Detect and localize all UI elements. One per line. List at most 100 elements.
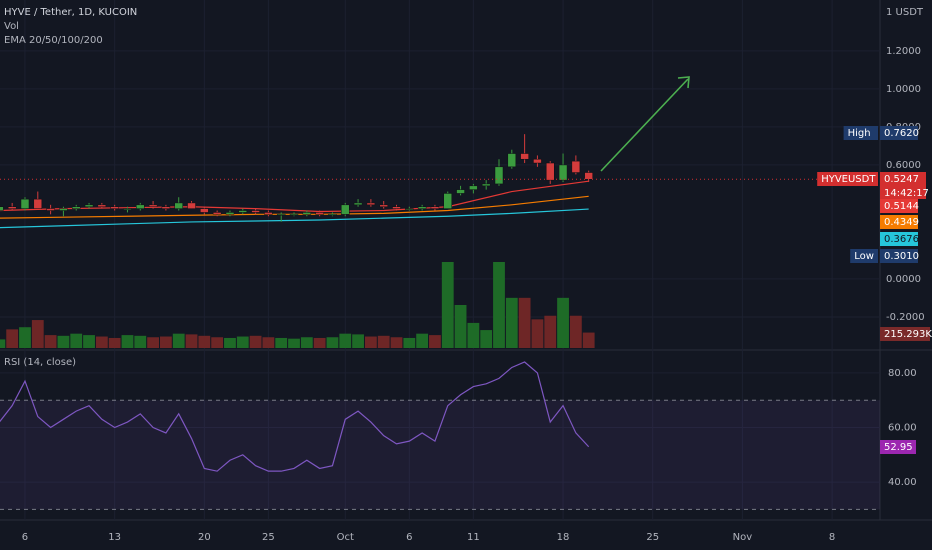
y-tick-label: 40.00: [888, 477, 917, 488]
candle-body: [417, 206, 427, 209]
marker-name: HYVEUSDT: [821, 174, 876, 185]
volume-bar: [224, 337, 236, 348]
volume-bar: [185, 334, 198, 348]
candle-body: [571, 160, 581, 173]
volume-bar: [454, 305, 467, 348]
candle-body: [33, 198, 43, 209]
rsi-label-box: [880, 440, 916, 454]
marker-name-box: [850, 249, 878, 263]
volume-bar: [0, 339, 6, 348]
x-tick-label: 25: [262, 532, 275, 543]
volume-bar: [429, 335, 441, 348]
marker-name-box: [843, 126, 878, 140]
volume-bar: [70, 333, 83, 348]
rsi-band: [0, 400, 880, 510]
candle-body: [353, 202, 363, 206]
candle-body: [7, 206, 17, 209]
volume-bar: [211, 337, 224, 348]
volume-bar: [313, 337, 326, 348]
volume-bar: [275, 337, 288, 348]
candle-body: [148, 204, 158, 207]
y-tick-label: 80.00: [888, 368, 917, 379]
volume-bar: [339, 333, 352, 348]
volume-bar: [493, 262, 505, 348]
x-tick-label: 6: [406, 532, 412, 543]
candle-body: [366, 202, 376, 206]
ema-last-label: 0.3676: [884, 234, 919, 245]
x-tick-label: 8: [829, 532, 835, 543]
volume-bar: [377, 335, 390, 348]
candle-body: [328, 214, 337, 216]
candle-body: [302, 212, 312, 215]
candle-body: [315, 212, 324, 215]
volume-bar: [108, 337, 121, 348]
volume-bar: [44, 335, 57, 348]
candle-body: [545, 162, 555, 181]
volume-bar: [416, 333, 429, 348]
candle-body: [469, 185, 478, 190]
y-tick-label: 0.6000: [886, 160, 921, 171]
candle-body: [251, 210, 260, 213]
volume-bar: [95, 336, 108, 348]
volume-bar: [300, 337, 313, 348]
ema-line: [0, 180, 589, 213]
candle-body: [225, 212, 235, 215]
indicator-label: EMA 20/50/100/200: [4, 35, 103, 46]
marker-name: Low: [854, 251, 874, 262]
rsi-title: RSI (14, close): [4, 357, 76, 368]
volume-bar: [6, 329, 19, 348]
volume-bar: [134, 335, 147, 348]
price-label-box: [880, 172, 926, 199]
volume-bar: [467, 322, 480, 348]
countdown: 14:42:17: [884, 188, 929, 199]
volume-bar: [172, 333, 185, 348]
candle-body: [289, 214, 299, 216]
candle-body: [71, 206, 81, 209]
y-tick-label: 60.00: [888, 422, 917, 433]
candle-body: [533, 158, 542, 164]
candle-body: [494, 166, 504, 185]
candle-body: [84, 204, 94, 207]
volume-bar: [19, 327, 31, 348]
x-tick-label: 25: [646, 532, 659, 543]
volume-bar: [83, 335, 95, 348]
ema-last-label: 0.4349: [884, 217, 919, 228]
volume-bar: [441, 262, 454, 348]
volume-bar: [147, 337, 159, 348]
ema-line: [0, 208, 589, 229]
y-tick-label: 1.2000: [886, 46, 921, 57]
candle-body: [558, 164, 568, 181]
volume-bar: [364, 336, 377, 348]
volume-bar: [249, 335, 262, 348]
candle-body: [481, 183, 491, 187]
price-label-box: [880, 249, 918, 263]
x-tick-label: Oct: [337, 532, 354, 543]
volume-bar: [326, 337, 339, 348]
y-tick-label: 0.0000: [886, 274, 921, 285]
y-tick-label: 1.0000: [886, 84, 921, 95]
x-tick-label: 11: [467, 532, 480, 543]
marker-value: 0.5247: [884, 174, 919, 185]
volume-bar: [57, 335, 70, 348]
candle-body: [520, 153, 529, 160]
candle-body: [443, 193, 453, 209]
currency-label: 1 USDT: [886, 7, 924, 18]
candle-body: [161, 206, 171, 209]
candle-body: [59, 208, 68, 211]
candle-body: [405, 208, 414, 210]
volume-bar: [262, 337, 275, 348]
volume-bar: [544, 315, 557, 348]
volume-bar: [531, 319, 544, 348]
annotation-arrow: [600, 78, 689, 172]
volume-bar: [557, 297, 569, 348]
candle-body: [123, 208, 132, 210]
volume-bar: [480, 330, 493, 348]
candle-body: [584, 172, 593, 180]
volume-bar: [505, 297, 518, 348]
volume-bar: [352, 334, 364, 348]
symbol-title: HYVE / Tether, 1D, KUCOIN: [4, 7, 137, 18]
candle-body: [392, 206, 401, 209]
x-tick-label: 20: [198, 532, 211, 543]
